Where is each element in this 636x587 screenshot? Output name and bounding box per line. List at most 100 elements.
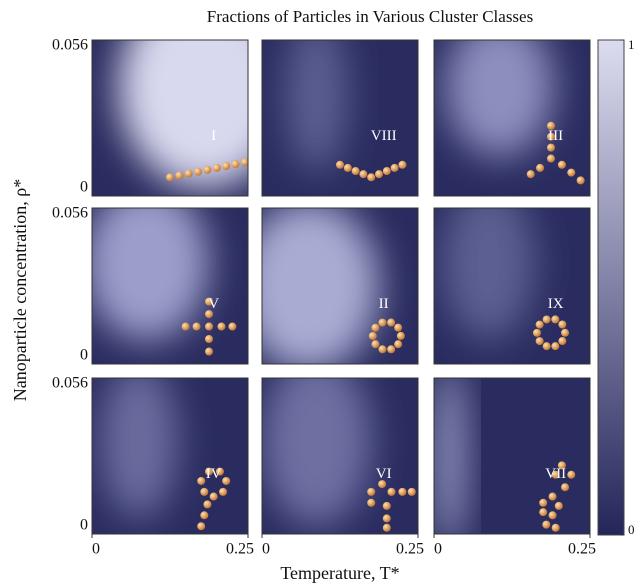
bead xyxy=(215,467,224,476)
bead xyxy=(197,522,206,531)
bead xyxy=(576,176,585,185)
bead xyxy=(567,470,576,479)
bead xyxy=(203,500,212,509)
bead xyxy=(548,492,557,501)
bead xyxy=(371,340,380,349)
bead xyxy=(200,487,209,496)
bead xyxy=(557,160,566,169)
bead xyxy=(378,480,387,489)
bead xyxy=(368,331,377,340)
bead xyxy=(336,160,344,169)
bead xyxy=(240,158,248,167)
bead xyxy=(205,310,213,319)
bead xyxy=(359,170,368,179)
shading xyxy=(434,378,576,534)
bead xyxy=(371,323,380,332)
shade xyxy=(434,378,466,534)
bead xyxy=(407,487,416,496)
bead xyxy=(378,318,387,327)
x-tick-label: 0.25 xyxy=(226,541,254,558)
x-tick-label: 0.25 xyxy=(396,541,424,558)
panel-frame xyxy=(261,39,419,197)
bead xyxy=(205,322,213,331)
bead xyxy=(205,347,213,356)
y-axis-label: Nanoparticle concentration, ρ* xyxy=(10,179,30,401)
shading xyxy=(262,208,405,364)
panel-label: VI xyxy=(376,466,392,482)
bead xyxy=(205,467,213,476)
bead xyxy=(548,511,557,520)
colorbar xyxy=(597,39,625,536)
bead xyxy=(197,476,206,485)
bead xyxy=(203,165,212,174)
panel-label: III xyxy=(548,128,563,144)
bead xyxy=(387,487,396,496)
bead xyxy=(194,167,203,176)
bead xyxy=(398,160,407,169)
bead xyxy=(219,487,228,496)
heatmap-panel: I xyxy=(91,39,258,197)
shade xyxy=(285,40,348,173)
bead xyxy=(554,501,563,510)
x-tick-label: 0 xyxy=(92,541,100,558)
shading xyxy=(285,40,407,182)
panel-frame xyxy=(91,207,249,365)
bead xyxy=(378,345,387,354)
panel-label: VII xyxy=(545,466,566,482)
colorbar-tick-label: 0 xyxy=(628,522,635,537)
shade xyxy=(444,40,555,157)
bead xyxy=(547,121,555,130)
heatmap-panel: III xyxy=(433,39,591,197)
bead xyxy=(382,514,391,523)
shade xyxy=(118,40,248,189)
shade xyxy=(262,378,372,527)
shading xyxy=(444,40,585,185)
bead xyxy=(181,322,190,331)
heatmap-panel: VII xyxy=(433,377,591,535)
bead xyxy=(542,315,551,324)
bead xyxy=(375,170,383,179)
heatmap-panel: VIII xyxy=(261,39,419,197)
bead xyxy=(558,337,567,346)
bead xyxy=(184,169,193,178)
panel-frame xyxy=(91,377,249,535)
bead xyxy=(387,345,396,354)
bead xyxy=(192,322,201,331)
bead xyxy=(551,342,560,351)
panel-frame xyxy=(91,39,249,197)
panel-label: VIII xyxy=(371,128,397,144)
shading xyxy=(118,40,258,189)
bead xyxy=(542,342,551,351)
shade xyxy=(92,208,209,341)
panel-frame xyxy=(261,207,419,365)
y-tick-label: 0.056 xyxy=(52,375,88,392)
bead xyxy=(382,501,391,510)
heatmap-panel: V xyxy=(91,207,249,365)
bead xyxy=(551,470,560,479)
bead xyxy=(535,320,544,329)
bead xyxy=(561,483,570,492)
bead xyxy=(200,511,209,520)
bead xyxy=(532,328,541,337)
bead xyxy=(387,318,396,327)
x-axis-label: Temperature, T* xyxy=(280,563,399,583)
bead xyxy=(547,143,555,152)
bead xyxy=(382,167,391,176)
bead xyxy=(212,163,221,172)
bead xyxy=(394,323,403,332)
chart-title: Fractions of Particles in Various Cluste… xyxy=(207,7,533,26)
y-tick-label: 0.056 xyxy=(52,205,88,222)
bead xyxy=(547,154,555,163)
bead xyxy=(542,520,551,529)
bead xyxy=(351,167,360,176)
shading xyxy=(92,208,237,356)
shade xyxy=(441,208,536,341)
bead xyxy=(250,156,258,164)
bead xyxy=(175,171,184,180)
x-tick-label: 0 xyxy=(262,541,270,558)
bead xyxy=(551,523,560,532)
bead xyxy=(539,508,548,517)
bead xyxy=(382,523,391,532)
shading xyxy=(262,378,416,532)
